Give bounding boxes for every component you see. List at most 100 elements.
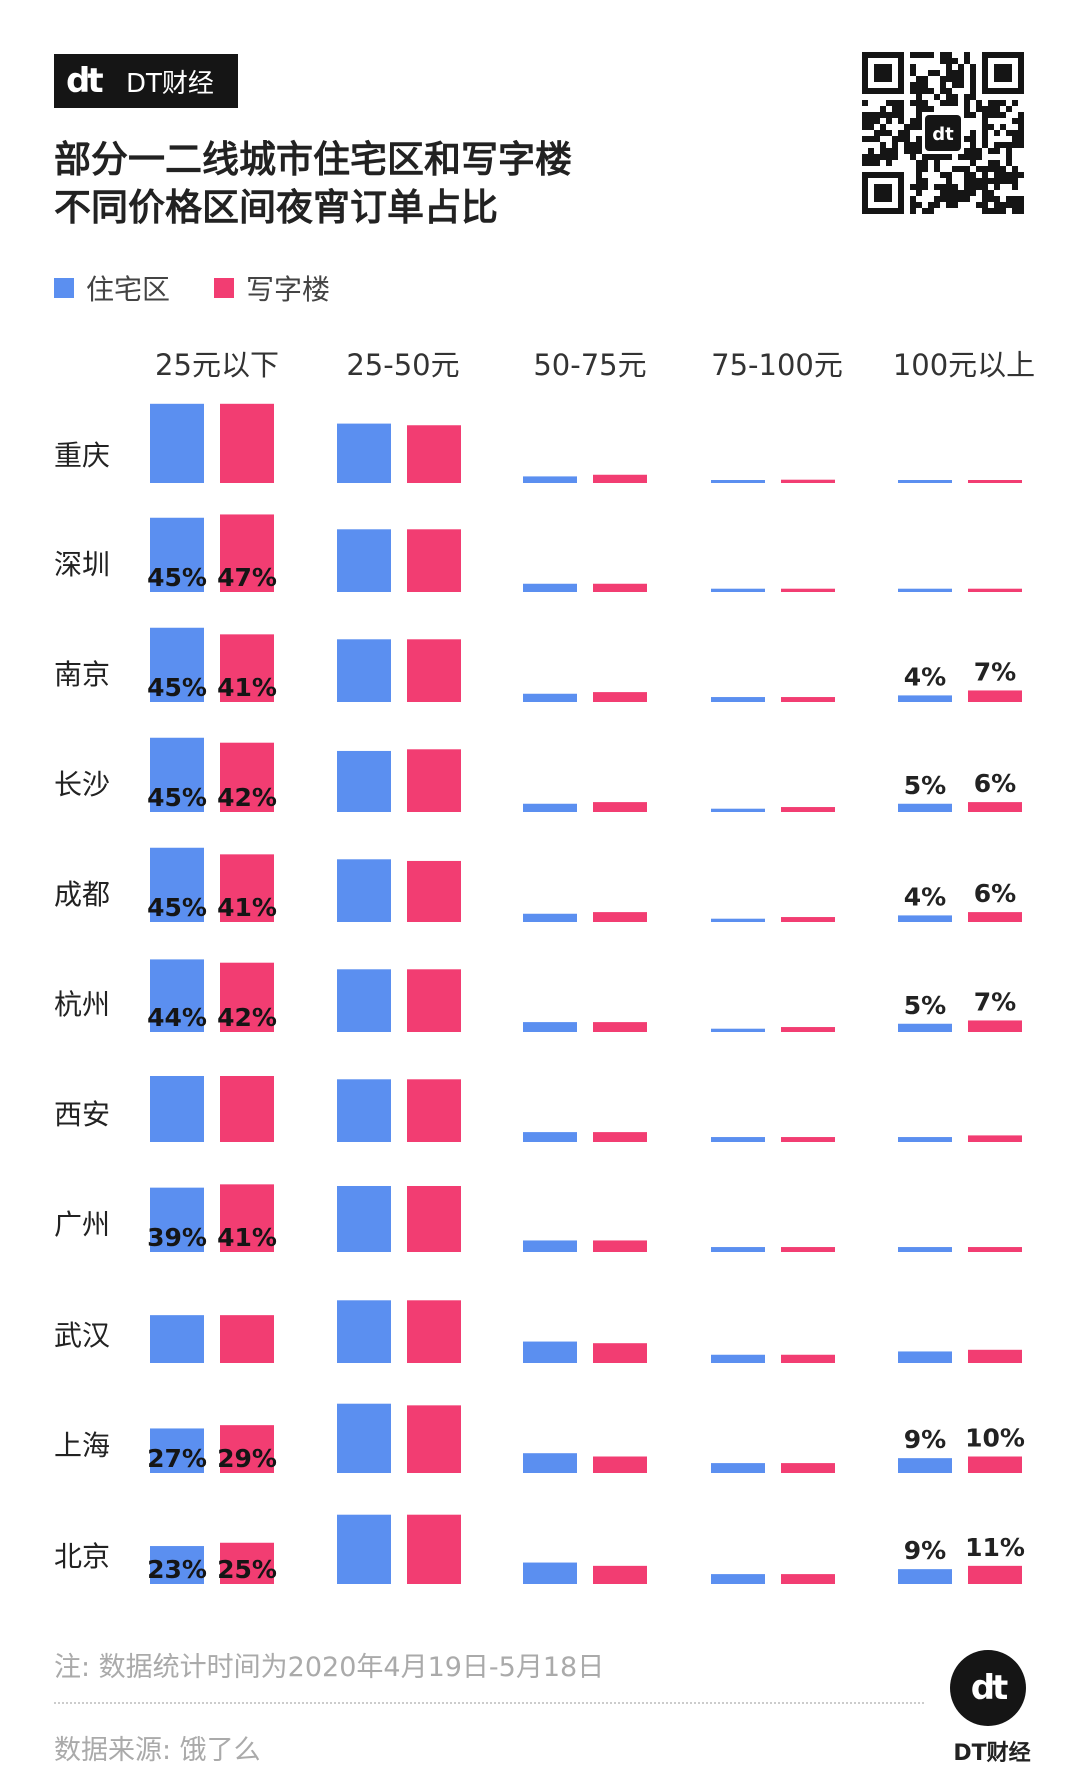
bar <box>407 1079 461 1142</box>
bar <box>711 1247 765 1252</box>
bar <box>781 697 835 702</box>
city-label: 广州 <box>54 1208 110 1241</box>
city-label: 杭州 <box>54 988 110 1021</box>
bar <box>220 403 274 483</box>
bar <box>898 915 952 922</box>
city-label: 南京 <box>54 658 110 691</box>
bar <box>523 1453 577 1473</box>
qr-center-logo: dt <box>932 124 954 145</box>
bar <box>337 529 391 592</box>
data-label: 47% <box>217 563 277 592</box>
data-label: 10% <box>965 1424 1025 1453</box>
bar <box>898 1458 952 1473</box>
bar <box>407 1405 461 1473</box>
bar <box>781 479 835 483</box>
bar <box>220 1542 274 1584</box>
city-label: 深圳 <box>54 548 110 581</box>
bar <box>898 695 952 702</box>
bar <box>407 529 461 592</box>
bar <box>593 692 647 702</box>
city-label: 西安 <box>54 1098 110 1131</box>
bar <box>898 480 952 483</box>
data-source: 数据来源: 饿了么 <box>54 1735 261 1766</box>
city-label: 北京 <box>54 1540 110 1573</box>
bar <box>781 1463 835 1473</box>
bar <box>781 1137 835 1142</box>
data-label: 23% <box>147 1555 207 1584</box>
column-header: 100元以上 <box>893 348 1035 382</box>
bar <box>593 802 647 812</box>
bar <box>523 803 577 812</box>
legend-swatch-residential <box>54 278 74 298</box>
bar <box>781 1247 835 1252</box>
data-label: 6% <box>974 879 1016 908</box>
bar <box>337 423 391 483</box>
city-label: 重庆 <box>54 439 110 472</box>
bar <box>150 517 204 592</box>
bar <box>968 1247 1022 1252</box>
data-label: 41% <box>217 1223 277 1252</box>
bar <box>523 1022 577 1032</box>
bar <box>593 1240 647 1252</box>
bar <box>220 1425 274 1473</box>
bar <box>968 588 1022 592</box>
city-label: 成都 <box>54 878 110 911</box>
brand-badge: dt DT财经 <box>54 54 238 108</box>
data-label: 41% <box>217 673 277 702</box>
bar <box>150 1315 204 1363</box>
bar <box>593 1022 647 1032</box>
bar <box>711 808 765 812</box>
bar <box>898 1247 952 1252</box>
bar <box>407 1186 461 1252</box>
bar <box>220 514 274 592</box>
dt-logo-icon: dt <box>66 61 104 101</box>
bar <box>337 750 391 812</box>
bar <box>711 1028 765 1032</box>
bar <box>150 959 204 1032</box>
bar <box>150 1076 204 1142</box>
bar <box>407 749 461 812</box>
data-label: 9% <box>904 1425 946 1454</box>
bar <box>711 918 765 922</box>
bar <box>593 583 647 592</box>
bar <box>781 917 835 922</box>
column-header: 25-50元 <box>346 348 459 382</box>
data-label: 11% <box>965 1533 1025 1562</box>
bar <box>337 1300 391 1363</box>
bar <box>220 962 274 1032</box>
bar <box>407 1514 461 1584</box>
column-header: 25元以下 <box>155 348 279 382</box>
bar <box>593 474 647 483</box>
city-label: 上海 <box>54 1429 110 1462</box>
data-label: 5% <box>904 771 946 800</box>
bar <box>407 639 461 702</box>
data-label: 44% <box>147 1003 207 1032</box>
legend-label-office: 写字楼 <box>246 273 331 306</box>
legend-item-residential: 住宅区 <box>54 268 170 308</box>
data-label: 25% <box>217 1555 277 1584</box>
data-label: 4% <box>904 662 946 691</box>
bar <box>968 480 1022 483</box>
bar <box>781 1027 835 1032</box>
bar <box>593 912 647 922</box>
bar <box>898 803 952 812</box>
bar <box>968 690 1022 702</box>
footer-divider <box>54 1702 924 1704</box>
legend-swatch-office <box>214 278 235 298</box>
bar <box>781 1574 835 1584</box>
data-label: 7% <box>974 657 1016 686</box>
bar <box>968 1349 1022 1363</box>
data-label: 41% <box>217 893 277 922</box>
bar <box>407 425 461 483</box>
bar <box>407 860 461 922</box>
bar <box>781 1354 835 1363</box>
bar <box>898 1137 952 1142</box>
data-label: 39% <box>147 1223 207 1252</box>
bar <box>593 1132 647 1142</box>
footer-logo-icon: dt <box>950 1650 1026 1726</box>
data-label: 5% <box>904 991 946 1020</box>
bar <box>711 1574 765 1584</box>
bar <box>150 737 204 812</box>
bar <box>220 1076 274 1142</box>
